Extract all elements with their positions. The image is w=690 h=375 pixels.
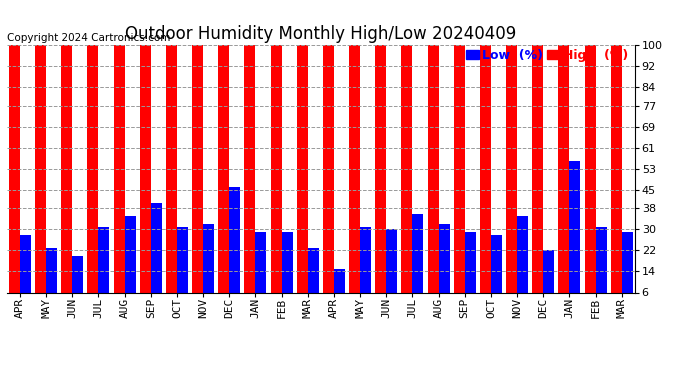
Bar xyxy=(595,226,607,308)
Bar xyxy=(177,226,188,308)
Bar xyxy=(20,235,31,308)
Bar xyxy=(491,235,502,308)
Bar xyxy=(323,45,334,308)
Bar xyxy=(558,45,569,308)
Bar xyxy=(114,45,125,308)
Bar xyxy=(375,45,386,308)
Bar xyxy=(506,45,517,308)
Bar xyxy=(88,45,99,308)
Bar xyxy=(203,224,214,308)
Bar xyxy=(428,45,439,308)
Bar xyxy=(282,232,293,308)
Bar xyxy=(454,45,465,308)
Bar xyxy=(166,45,177,308)
Bar xyxy=(61,45,72,308)
Bar xyxy=(255,232,266,308)
Bar xyxy=(9,45,20,308)
Bar xyxy=(360,226,371,308)
Bar xyxy=(402,45,413,308)
Bar xyxy=(465,232,475,308)
Bar xyxy=(349,45,360,308)
Bar xyxy=(584,45,595,308)
Bar xyxy=(480,45,491,308)
Bar xyxy=(46,248,57,308)
Bar xyxy=(308,248,319,308)
Bar xyxy=(244,45,255,308)
Bar xyxy=(35,45,46,308)
Bar xyxy=(622,232,633,308)
Bar xyxy=(151,203,161,308)
Bar xyxy=(99,226,110,308)
Bar xyxy=(192,45,203,308)
Bar xyxy=(125,216,136,308)
Bar xyxy=(229,187,240,308)
Bar xyxy=(569,161,580,308)
Bar xyxy=(439,224,450,308)
Bar xyxy=(334,269,345,308)
Text: Copyright 2024 Cartronics.com: Copyright 2024 Cartronics.com xyxy=(7,33,170,42)
Bar xyxy=(297,45,308,308)
Bar xyxy=(140,45,151,308)
Title: Outdoor Humidity Monthly High/Low 20240409: Outdoor Humidity Monthly High/Low 202404… xyxy=(125,26,517,44)
Bar xyxy=(218,45,229,308)
Legend: Low  (%), High  (%): Low (%), High (%) xyxy=(466,49,629,62)
Bar xyxy=(413,213,424,308)
Bar xyxy=(532,45,543,308)
Bar xyxy=(72,256,83,308)
Bar xyxy=(611,45,622,308)
Bar xyxy=(386,229,397,308)
Bar xyxy=(543,251,554,308)
Bar xyxy=(270,45,282,308)
Bar xyxy=(517,216,528,308)
